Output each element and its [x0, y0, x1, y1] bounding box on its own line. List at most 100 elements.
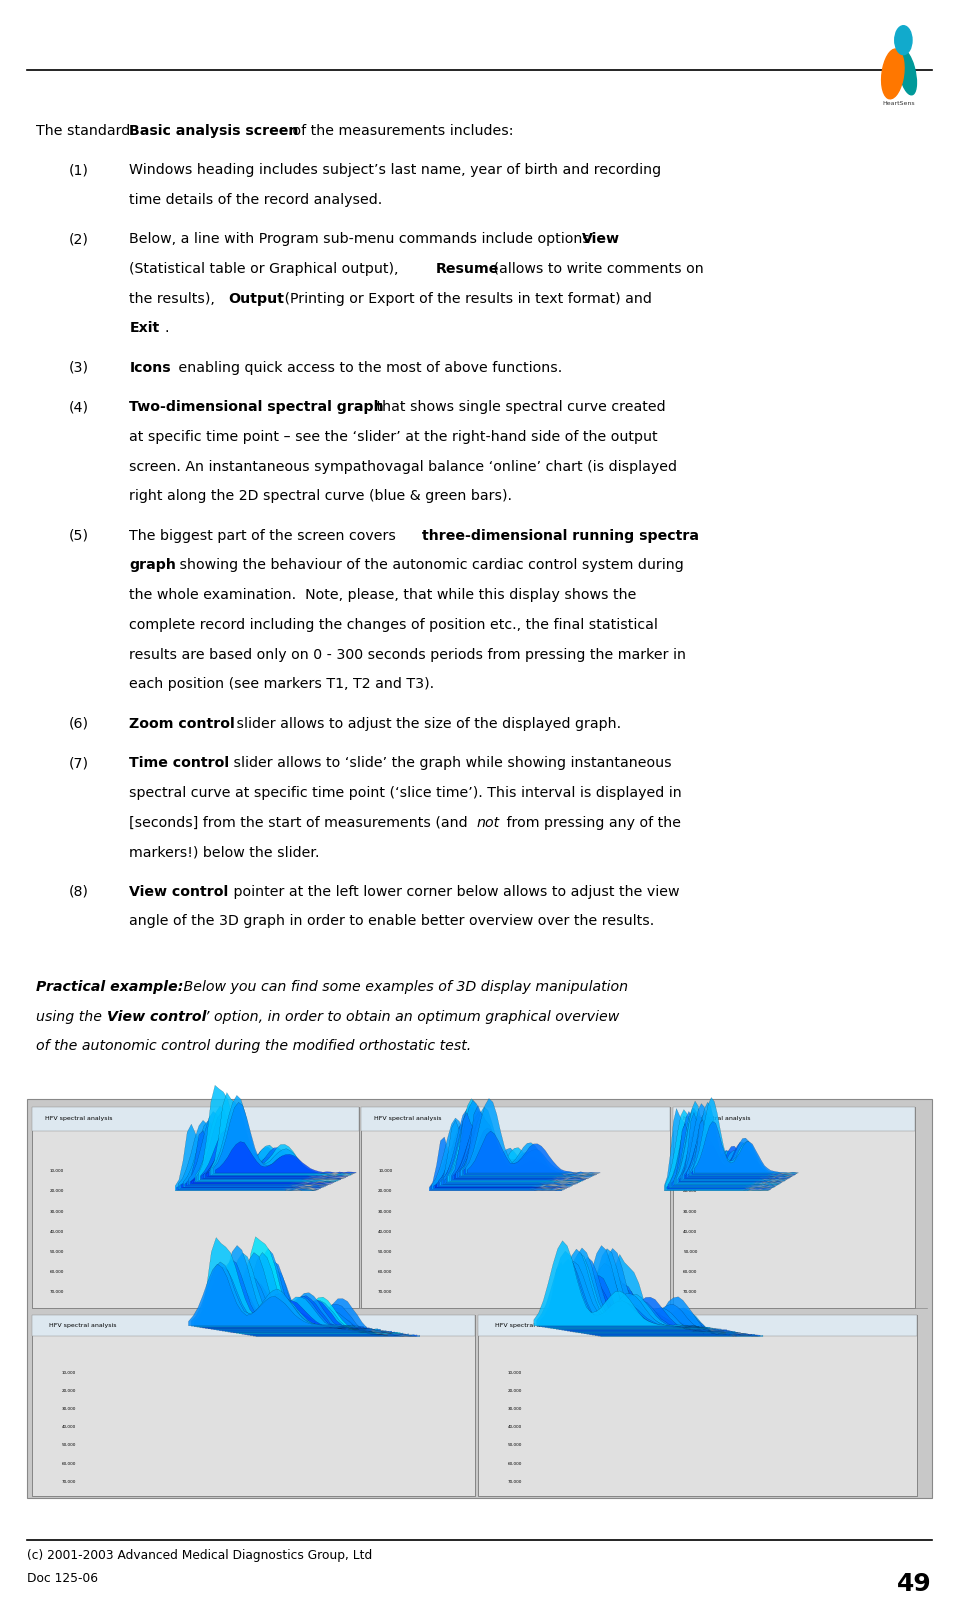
Text: using the ‘: using the ‘ [36, 1009, 111, 1024]
Text: 10,000: 10,000 [507, 1371, 522, 1374]
Text: 70,000: 70,000 [61, 1480, 76, 1483]
Polygon shape [559, 1257, 721, 1331]
Polygon shape [573, 1245, 736, 1332]
Text: three-dimensional running spectra: three-dimensional running spectra [422, 529, 699, 543]
Text: (7): (7) [69, 755, 89, 770]
Text: (1): (1) [69, 162, 89, 177]
Polygon shape [202, 1260, 366, 1327]
Bar [478, 1315, 917, 1337]
Text: 40,000: 40,000 [507, 1425, 522, 1429]
Text: markers!) below the slider.: markers!) below the slider. [129, 845, 320, 860]
Polygon shape [190, 1152, 331, 1184]
Polygon shape [673, 1123, 777, 1186]
Polygon shape [567, 1284, 730, 1331]
Polygon shape [236, 1237, 400, 1334]
Polygon shape [205, 1300, 369, 1329]
Polygon shape [545, 1261, 708, 1327]
Text: at specific time point – see the ‘slider’ at the right-hand side of the output: at specific time point – see the ‘slider… [129, 429, 658, 444]
Text: 40,000: 40,000 [683, 1229, 697, 1234]
Text: HFV spectral analysis: HFV spectral analysis [374, 1117, 441, 1122]
Polygon shape [180, 1154, 320, 1189]
Polygon shape [679, 1146, 784, 1181]
Polygon shape [239, 1249, 403, 1334]
Polygon shape [230, 1300, 394, 1332]
Polygon shape [674, 1109, 779, 1184]
Polygon shape [199, 1287, 363, 1327]
Polygon shape [687, 1112, 791, 1178]
Polygon shape [593, 1282, 755, 1335]
Polygon shape [600, 1255, 763, 1337]
Polygon shape [222, 1276, 386, 1331]
Polygon shape [590, 1289, 752, 1335]
Text: 20,000: 20,000 [61, 1388, 76, 1393]
Text: Practical example:: Practical example: [36, 980, 184, 993]
Polygon shape [693, 1098, 797, 1173]
Text: slider allows to adjust the size of the displayed graph.: slider allows to adjust the size of the … [232, 717, 621, 731]
Polygon shape [683, 1104, 787, 1180]
Polygon shape [197, 1112, 338, 1181]
Polygon shape [670, 1112, 775, 1188]
Polygon shape [553, 1249, 715, 1329]
Text: Zoom control: Zoom control [129, 717, 235, 731]
Polygon shape [671, 1147, 776, 1186]
Ellipse shape [881, 50, 904, 98]
Polygon shape [675, 1107, 780, 1184]
Polygon shape [191, 1261, 355, 1326]
Text: Icons: Icons [129, 360, 171, 374]
Text: View control: View control [107, 1009, 207, 1024]
Text: 40,000: 40,000 [378, 1229, 392, 1234]
Polygon shape [678, 1127, 783, 1183]
Polygon shape [686, 1141, 789, 1178]
Polygon shape [256, 1279, 420, 1337]
Text: (8): (8) [69, 884, 89, 898]
Polygon shape [669, 1118, 773, 1188]
Text: 30,000: 30,000 [378, 1210, 392, 1213]
Polygon shape [247, 1270, 411, 1335]
Text: ’ option, in order to obtain an optimum graphical overview: ’ option, in order to obtain an optimum … [205, 1009, 620, 1024]
Polygon shape [578, 1249, 740, 1332]
Text: Output: Output [228, 291, 284, 305]
Polygon shape [465, 1099, 598, 1173]
Text: 30,000: 30,000 [683, 1210, 697, 1213]
Polygon shape [548, 1249, 710, 1327]
Polygon shape [440, 1120, 573, 1186]
Polygon shape [214, 1102, 355, 1173]
Text: angle of the 3D graph in order to enable better overview over the results.: angle of the 3D graph in order to enable… [129, 914, 655, 929]
Text: time details of the record analysed.: time details of the record analysed. [129, 193, 383, 207]
Text: 60,000: 60,000 [683, 1270, 697, 1274]
Text: 10,000: 10,000 [50, 1170, 64, 1173]
Polygon shape [459, 1117, 592, 1176]
Text: [seconds] from the start of measurements (and: [seconds] from the start of measurements… [129, 815, 473, 829]
Text: 20,000: 20,000 [683, 1189, 697, 1194]
Text: 20,000: 20,000 [378, 1189, 392, 1194]
Polygon shape [596, 1284, 758, 1335]
Text: 40,000: 40,000 [50, 1229, 64, 1234]
Polygon shape [209, 1122, 349, 1176]
Polygon shape [587, 1276, 749, 1334]
Text: (6): (6) [69, 717, 89, 731]
Polygon shape [194, 1147, 334, 1183]
Text: 70,000: 70,000 [378, 1290, 392, 1294]
Text: Basic analysis screen: Basic analysis screen [129, 124, 299, 138]
Polygon shape [181, 1159, 322, 1188]
Polygon shape [448, 1099, 581, 1181]
Polygon shape [667, 1162, 771, 1189]
Polygon shape [214, 1253, 378, 1331]
Polygon shape [200, 1130, 340, 1180]
Polygon shape [217, 1270, 381, 1331]
Text: Two-dimensional spectral graph: Two-dimensional spectral graph [129, 400, 385, 415]
Text: 30,000: 30,000 [50, 1210, 64, 1213]
Text: HeartSens: HeartSens [882, 101, 915, 106]
Polygon shape [253, 1294, 417, 1335]
Text: 49: 49 [898, 1572, 932, 1596]
Text: graph: graph [129, 558, 176, 572]
Polygon shape [565, 1292, 727, 1331]
Polygon shape [464, 1128, 596, 1175]
Text: 30,000: 30,000 [61, 1408, 76, 1411]
Text: (4): (4) [69, 400, 89, 415]
Text: (Printing or Export of the results in text format) and: (Printing or Export of the results in te… [280, 291, 652, 305]
Polygon shape [570, 1276, 733, 1332]
Polygon shape [453, 1128, 586, 1180]
Polygon shape [542, 1261, 705, 1327]
Ellipse shape [898, 50, 917, 95]
